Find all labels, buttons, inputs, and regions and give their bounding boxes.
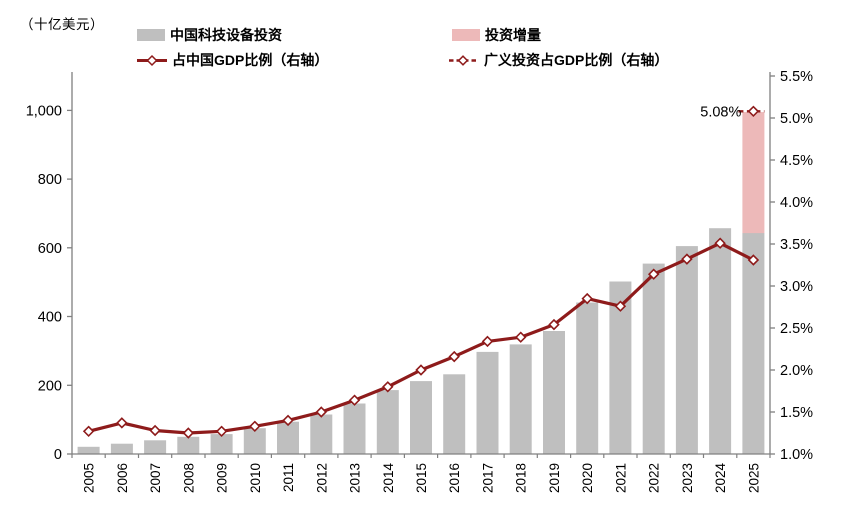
bar-2006 [110,443,133,454]
left-tick-label: 200 [38,378,62,394]
marker-2013 [348,394,361,406]
bar-2017 [476,351,499,454]
bar-2021 [609,281,632,454]
right-tick-label: 1.0% [780,447,813,463]
bar-2005 [77,446,100,454]
marker-2011 [282,414,294,427]
bar-2008 [177,436,200,454]
x-label-2007: 2007 [148,463,163,493]
x-label-2019: 2019 [547,463,562,493]
left-tick-label: 1,000 [26,103,62,119]
pink-bar-swatch-icon [452,29,480,41]
marker-2009 [215,425,228,438]
gray-bar-swatch-icon [137,29,165,41]
x-label-2013: 2013 [348,463,363,493]
x-label-2014: 2014 [381,463,396,494]
right-tick-label: 4.0% [780,195,813,211]
marker-2008 [182,427,195,439]
x-label-2024: 2024 [713,463,728,494]
left-axis-unit-label: （十亿美元） [20,17,104,32]
x-label-2012: 2012 [314,463,329,493]
legend-item-investment-increment: 投资增量 [452,27,541,43]
marker-2020 [581,292,593,305]
marker-2007 [149,424,161,437]
marker-2010 [249,420,261,433]
bar-2009 [210,434,233,454]
bar-2015 [410,381,432,454]
x-label-2018: 2018 [514,463,529,493]
x-label-2016: 2016 [447,463,462,493]
broad-ratio-marker-2025 [747,105,760,118]
bar-2012 [310,414,333,454]
bar-2010 [243,428,266,454]
annotation-label: 5.08% [700,104,741,120]
x-label-2023: 2023 [680,463,695,493]
x-label-2021: 2021 [613,463,628,493]
x-label-2010: 2010 [248,463,263,493]
marker-2023 [681,253,693,265]
left-tick-label: 600 [38,241,62,257]
marker-2006 [116,417,128,429]
marker-2025 [747,254,760,266]
right-tick-label: 5.0% [780,111,813,127]
x-label-2022: 2022 [647,463,662,493]
marker-2014 [382,381,394,393]
marker-2021 [614,300,627,312]
bar-2025 [742,233,765,454]
marker-2016 [448,350,460,363]
bar-2022 [642,263,665,454]
left-tick-label: 400 [38,310,62,326]
bar-2019 [543,331,565,454]
right-tick-label: 3.5% [780,237,813,253]
marker-2017 [481,335,494,348]
marker-2022 [647,268,660,280]
right-tick-label: 4.5% [780,153,813,169]
x-label-2008: 2008 [181,463,196,493]
bar-2011 [277,421,299,454]
bar-2007 [144,440,167,454]
right-tick-label: 3.0% [780,279,813,295]
increment-bar-2025 [742,112,765,234]
legend-label-broad-gdp-ratio: 广义投资占GDP比例（右轴） [484,52,669,68]
solid-line-diamond-icon [137,54,167,66]
right-tick-label: 2.0% [780,363,813,379]
legend-item-gdp-ratio: 占中国GDP比例（右轴） [137,52,328,68]
bar-2013 [343,403,366,454]
right-tick-label: 2.5% [780,321,813,337]
x-label-2006: 2006 [115,463,130,493]
marker-2024 [714,237,726,249]
legend-item-broad-gdp-ratio: 广义投资占GDP比例（右轴） [449,52,668,68]
bar-2024 [709,228,732,454]
x-label-2025: 2025 [746,463,761,493]
legend-label-gdp-ratio: 占中国GDP比例（右轴） [172,52,329,68]
x-label-2011: 2011 [281,463,296,492]
bar-2014 [376,390,399,454]
right-tick-label: 5.5% [780,69,813,85]
legend-label-investment-increment: 投资增量 [485,27,541,43]
left-tick-label: 0 [54,447,62,463]
right-tick-label: 1.5% [780,405,813,421]
x-label-2005: 2005 [82,463,97,493]
bar-2020 [576,302,599,454]
x-label-2017: 2017 [481,463,496,493]
x-label-2015: 2015 [414,463,429,493]
legend-label-tech-investment: 中国科技设备投资 [170,27,282,43]
bar-2023 [675,246,698,454]
legend-item-tech-investment: 中国科技设备投资 [137,27,282,43]
marker-2012 [315,406,328,418]
dashed-line-diamond-icon [449,54,479,66]
bar-2018 [509,344,532,454]
marker-2019 [548,318,560,331]
bar-2016 [443,374,466,454]
marker-2015 [415,364,427,376]
x-label-2020: 2020 [580,463,595,493]
x-label-2009: 2009 [215,463,230,493]
left-tick-label: 800 [38,172,62,188]
marker-2018 [514,331,527,343]
marker-2005 [82,425,95,438]
